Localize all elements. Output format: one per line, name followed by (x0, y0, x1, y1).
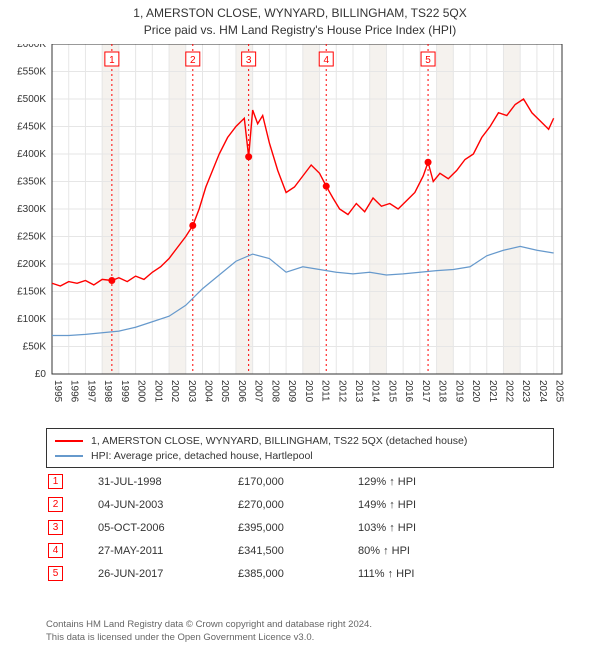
svg-text:£450K: £450K (17, 122, 46, 133)
svg-text:2006: 2006 (236, 380, 247, 403)
sale-pct: 111% ↑ HPI (356, 562, 554, 585)
svg-text:1995: 1995 (52, 380, 63, 403)
svg-text:2000: 2000 (136, 380, 147, 403)
sale-pct: 129% ↑ HPI (356, 470, 554, 493)
sale-date: 05-OCT-2006 (96, 516, 236, 539)
sale-price: £395,000 (236, 516, 356, 539)
svg-text:2017: 2017 (420, 380, 431, 403)
legend-swatch (55, 455, 83, 457)
svg-text:£0: £0 (35, 369, 47, 380)
sale-date: 27-MAY-2011 (96, 539, 236, 562)
svg-text:£500K: £500K (17, 94, 46, 105)
title-line-1: 1, AMERSTON CLOSE, WYNYARD, BILLINGHAM, … (0, 6, 600, 20)
svg-text:2015: 2015 (386, 380, 397, 403)
svg-text:2025: 2025 (554, 380, 565, 403)
sale-date: 31-JUL-1998 (96, 470, 236, 493)
svg-text:4: 4 (323, 55, 329, 66)
svg-text:2022: 2022 (503, 380, 514, 403)
svg-text:2016: 2016 (403, 380, 414, 403)
title-line-2: Price paid vs. HM Land Registry's House … (0, 23, 600, 37)
sale-price: £341,500 (236, 539, 356, 562)
svg-text:£600K: £600K (17, 44, 46, 50)
svg-text:£250K: £250K (17, 232, 46, 243)
svg-text:£350K: £350K (17, 177, 46, 188)
svg-text:1996: 1996 (69, 380, 80, 403)
svg-text:1999: 1999 (119, 380, 130, 403)
svg-text:2: 2 (190, 55, 196, 66)
sale-price: £385,000 (236, 562, 356, 585)
svg-text:£100K: £100K (17, 314, 46, 325)
svg-text:1998: 1998 (102, 380, 113, 403)
legend-label: 1, AMERSTON CLOSE, WYNYARD, BILLINGHAM, … (91, 435, 467, 447)
sale-row: 1 31-JUL-1998£170,000129% ↑ HPI (46, 470, 554, 493)
svg-text:2020: 2020 (470, 380, 481, 403)
sale-row: 2 04-JUN-2003£270,000149% ↑ HPI (46, 493, 554, 516)
legend-label: HPI: Average price, detached house, Hart… (91, 450, 313, 462)
sale-row: 3 05-OCT-2006£395,000103% ↑ HPI (46, 516, 554, 539)
footer-2: This data is licensed under the Open Gov… (46, 632, 554, 644)
sale-pct: 103% ↑ HPI (356, 516, 554, 539)
footer-1: Contains HM Land Registry data © Crown c… (46, 619, 554, 631)
svg-text:2019: 2019 (453, 380, 464, 403)
sale-marker: 5 (48, 566, 63, 581)
svg-text:2007: 2007 (253, 380, 264, 403)
sale-date: 26-JUN-2017 (96, 562, 236, 585)
svg-text:1997: 1997 (85, 380, 96, 403)
svg-text:2001: 2001 (152, 380, 163, 403)
svg-text:£200K: £200K (17, 259, 46, 270)
sale-price: £170,000 (236, 470, 356, 493)
sale-price: £270,000 (236, 493, 356, 516)
sale-pct: 149% ↑ HPI (356, 493, 554, 516)
legend: 1, AMERSTON CLOSE, WYNYARD, BILLINGHAM, … (46, 428, 554, 468)
sales-table: 1 31-JUL-1998£170,000129% ↑ HPI 2 04-JUN-20… (46, 470, 554, 585)
sale-marker: 3 (48, 520, 63, 535)
price-chart: £0 £50K £100K £150K £200K £250K £300K £350K £400… (0, 44, 600, 424)
svg-text:1: 1 (109, 55, 115, 66)
svg-text:£550K: £550K (17, 67, 46, 78)
svg-text:2003: 2003 (186, 380, 197, 403)
svg-text:£400K: £400K (17, 149, 46, 160)
sale-marker: 2 (48, 497, 63, 512)
svg-text:£300K: £300K (17, 204, 46, 215)
legend-item: HPI: Average price, detached house, Hart… (55, 448, 545, 463)
legend-swatch (55, 440, 83, 442)
svg-text:2018: 2018 (437, 380, 448, 403)
sale-pct: 80% ↑ HPI (356, 539, 554, 562)
svg-text:2014: 2014 (370, 380, 381, 403)
sale-row: 5 26-JUN-2017£385,000111% ↑ HPI (46, 562, 554, 585)
legend-item: 1, AMERSTON CLOSE, WYNYARD, BILLINGHAM, … (55, 433, 545, 448)
svg-text:2024: 2024 (537, 380, 548, 403)
svg-text:2004: 2004 (202, 380, 213, 403)
svg-text:2011: 2011 (320, 380, 331, 402)
sale-row: 4 27-MAY-2011£341,50080% ↑ HPI (46, 539, 554, 562)
sale-marker: 4 (48, 543, 63, 558)
sale-date: 04-JUN-2003 (96, 493, 236, 516)
svg-text:2008: 2008 (269, 380, 280, 403)
sale-marker: 1 (48, 474, 63, 489)
svg-text:3: 3 (246, 55, 252, 66)
svg-text:£150K: £150K (17, 287, 46, 298)
svg-text:2012: 2012 (336, 380, 347, 403)
svg-text:2005: 2005 (219, 380, 230, 403)
svg-text:2010: 2010 (303, 380, 314, 403)
svg-text:2002: 2002 (169, 380, 180, 403)
svg-text:2021: 2021 (487, 380, 498, 403)
svg-text:2009: 2009 (286, 380, 297, 403)
footer: Contains HM Land Registry data © Crown c… (46, 619, 554, 644)
svg-text:£50K: £50K (23, 342, 47, 353)
svg-text:2023: 2023 (520, 380, 531, 403)
svg-text:5: 5 (425, 55, 431, 66)
svg-text:2013: 2013 (353, 380, 364, 403)
